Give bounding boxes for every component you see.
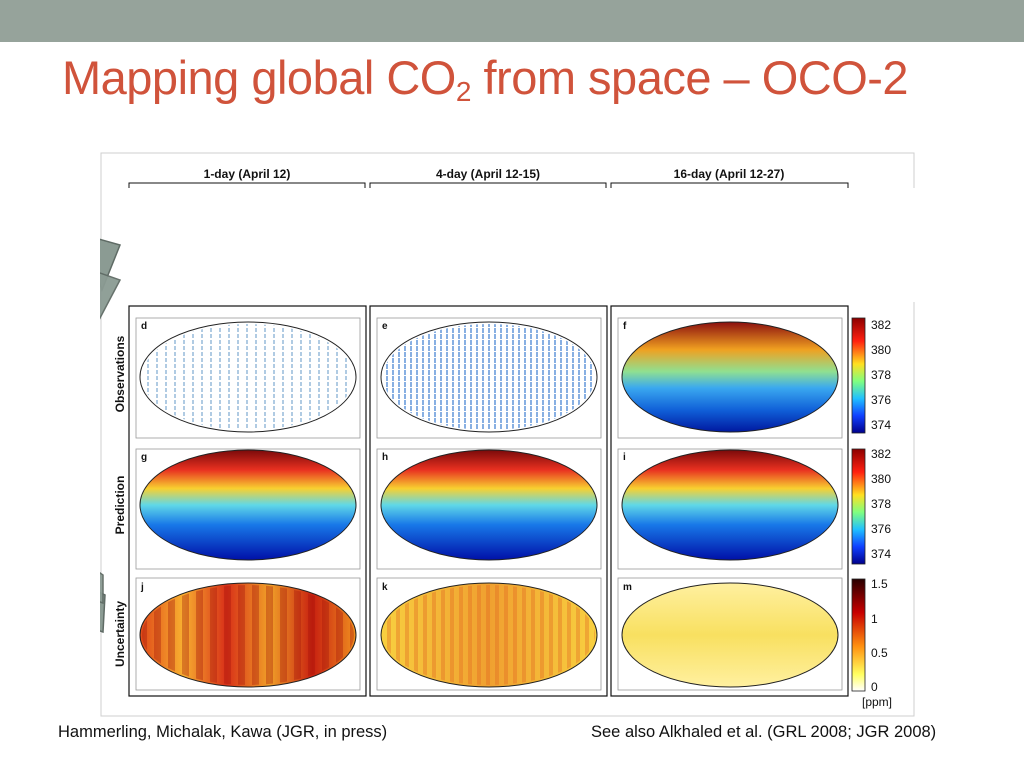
row-label-prediction: Prediction	[113, 475, 127, 535]
row-label-uncertainty: Uncertainty	[113, 600, 127, 668]
cb-unc-tick: 0	[871, 680, 878, 694]
cb-obs-tick: 378	[871, 368, 892, 382]
colorbar-uncertainty	[851, 578, 866, 692]
panel-i	[617, 448, 843, 570]
cb-pred-tick: 374	[871, 547, 892, 561]
panel-letter-j: j	[141, 582, 144, 593]
cb-obs-tick: 382	[871, 318, 892, 332]
panel-m	[617, 577, 843, 691]
panel-e	[376, 317, 602, 439]
panel-d	[135, 317, 361, 439]
panel-letter-d: d	[141, 321, 148, 332]
panel-k	[376, 577, 602, 691]
column-header-4day: 4-day (April 12-15)	[435, 167, 541, 181]
colorbar-observations	[851, 317, 866, 434]
cb-unc-tick: 1	[871, 612, 878, 626]
cb-pred-tick: 382	[871, 447, 892, 461]
citation-left: Hammerling, Michalak, Kawa (JGR, in pres…	[58, 723, 388, 741]
column-header-1day: 1-day (April 12)	[203, 167, 291, 181]
colorbar-prediction	[851, 448, 866, 565]
cb-unc-tick: 0.5	[871, 646, 888, 660]
cb-pred-tick: 380	[871, 472, 892, 486]
cb-unit-label: [ppm]	[862, 695, 893, 709]
panel-j	[135, 577, 361, 691]
panel-letter-m: m	[623, 582, 632, 593]
panel-letter-f: f	[623, 321, 627, 332]
cycle-arrows-icon	[100, 238, 122, 634]
row-label-observations: Observations	[113, 335, 127, 413]
cb-obs-tick: 376	[871, 393, 892, 407]
cb-obs-tick: 374	[871, 418, 892, 432]
panel-h	[376, 448, 602, 570]
panel-letter-e: e	[382, 321, 388, 332]
panel-letter-i: i	[623, 452, 626, 463]
panel-letter-g: g	[141, 452, 148, 463]
column-header-16day: 16-day (April 12-27)	[673, 167, 785, 181]
panel-letter-k: k	[382, 582, 388, 593]
slide-title: Mapping global CO2 from space – OCO-2	[62, 51, 909, 107]
cb-obs-tick: 380	[871, 343, 892, 357]
cb-pred-tick: 376	[871, 522, 892, 536]
cb-pred-tick: 378	[871, 497, 892, 511]
panel-letter-h: h	[382, 452, 389, 463]
figure-panel-grid	[100, 152, 915, 717]
cb-unc-tick: 1.5	[871, 577, 888, 591]
top-bar	[0, 0, 1024, 42]
title-subscript: 2	[455, 76, 472, 107]
panel-f	[617, 317, 843, 439]
citation-right: See also Alkhaled et al. (GRL 2008; JGR …	[591, 723, 937, 741]
panel-g	[135, 448, 361, 570]
